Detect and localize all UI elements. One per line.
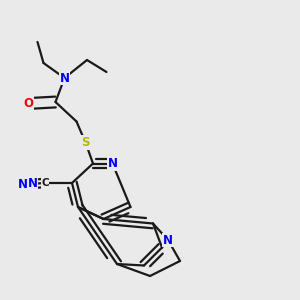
Text: S: S <box>81 136 90 149</box>
Text: N: N <box>17 178 28 191</box>
Text: C: C <box>41 178 49 188</box>
Text: O: O <box>23 97 34 110</box>
Text: N: N <box>107 157 118 170</box>
Text: N: N <box>59 71 70 85</box>
Text: N: N <box>27 177 38 190</box>
Text: N: N <box>163 233 173 247</box>
